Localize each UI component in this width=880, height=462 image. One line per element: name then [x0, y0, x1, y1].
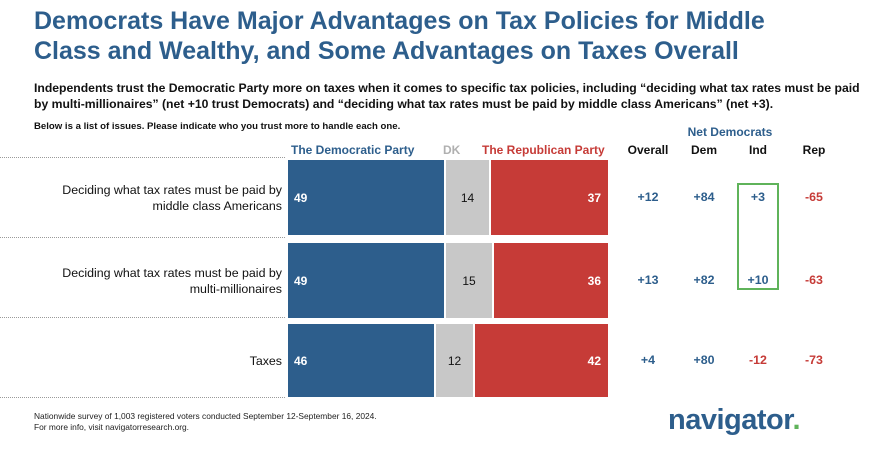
ind-highlight-box	[737, 183, 779, 290]
data-label: 14	[460, 190, 475, 205]
data-label: 42	[587, 353, 601, 368]
bar-dk: 12	[436, 324, 473, 397]
column-header-dem: Dem	[690, 143, 717, 157]
category-label: Deciding what tax rates must be paid by …	[62, 265, 282, 296]
bar-republican: 36	[494, 243, 608, 318]
row-separator	[0, 237, 285, 238]
legend-republican-party: The Republican Party	[482, 143, 605, 157]
net-overall-value: +12	[637, 189, 659, 204]
logo-dot: .	[792, 404, 800, 436]
data-label: 12	[447, 353, 462, 368]
column-header-ind: Ind	[749, 143, 767, 157]
net-dem-value: +84	[693, 189, 715, 204]
data-label: 15	[462, 273, 476, 288]
data-label: 49	[294, 190, 308, 205]
legend-dk: DK	[443, 143, 461, 157]
net-ind-value: +10	[747, 272, 769, 287]
column-header-rep: Rep	[802, 143, 826, 157]
data-label: 37	[587, 190, 601, 205]
question-text: Below is a list of issues. Please indica…	[34, 121, 401, 132]
net-ind-value: -12	[749, 352, 767, 367]
bar-democratic: 46	[288, 324, 434, 397]
row-separator	[0, 317, 285, 318]
footnote-line-1: Nationwide survey of 1,003 registered vo…	[34, 411, 377, 421]
page-title: Democrats Have Major Advantages on Tax P…	[34, 7, 765, 65]
net-ind-value: +3	[750, 189, 766, 204]
row-separator	[0, 157, 285, 158]
net-democrats-header: Net Democrats	[687, 125, 773, 139]
row-separator	[0, 397, 285, 398]
footnote: Nationwide survey of 1,003 registered vo…	[34, 411, 377, 433]
data-label: 46	[294, 353, 308, 368]
bar-republican: 42	[475, 324, 608, 397]
data-label: 36	[587, 273, 601, 288]
footnote-line-2: For more info, visit navigatorresearch.o…	[34, 422, 189, 432]
net-dem-value: +80	[693, 352, 715, 367]
category-label: Taxes	[249, 353, 282, 368]
net-overall-value: +13	[637, 272, 659, 287]
bar-democratic: 49	[288, 243, 444, 318]
bar-dk: 15	[446, 243, 492, 318]
data-label: 49	[294, 273, 308, 288]
subtitle: Independents trust the Democratic Party …	[34, 81, 860, 111]
bar-democratic: 49	[288, 160, 444, 235]
net-overall-value: +4	[640, 352, 656, 367]
column-header-overall: Overall	[627, 143, 669, 157]
net-rep-value: -73	[805, 352, 823, 367]
category-label: Deciding what tax rates must be paid by …	[62, 182, 282, 213]
bar-dk: 14	[446, 160, 489, 235]
bar-republican: 37	[491, 160, 608, 235]
logo-text: navigator	[668, 404, 793, 436]
net-dem-value: +82	[693, 272, 715, 287]
net-rep-value: -65	[805, 189, 823, 204]
legend-democratic-party: The Democratic Party	[291, 143, 415, 157]
net-rep-value: -63	[805, 272, 823, 287]
navigator-logo: navigator.	[668, 404, 800, 437]
